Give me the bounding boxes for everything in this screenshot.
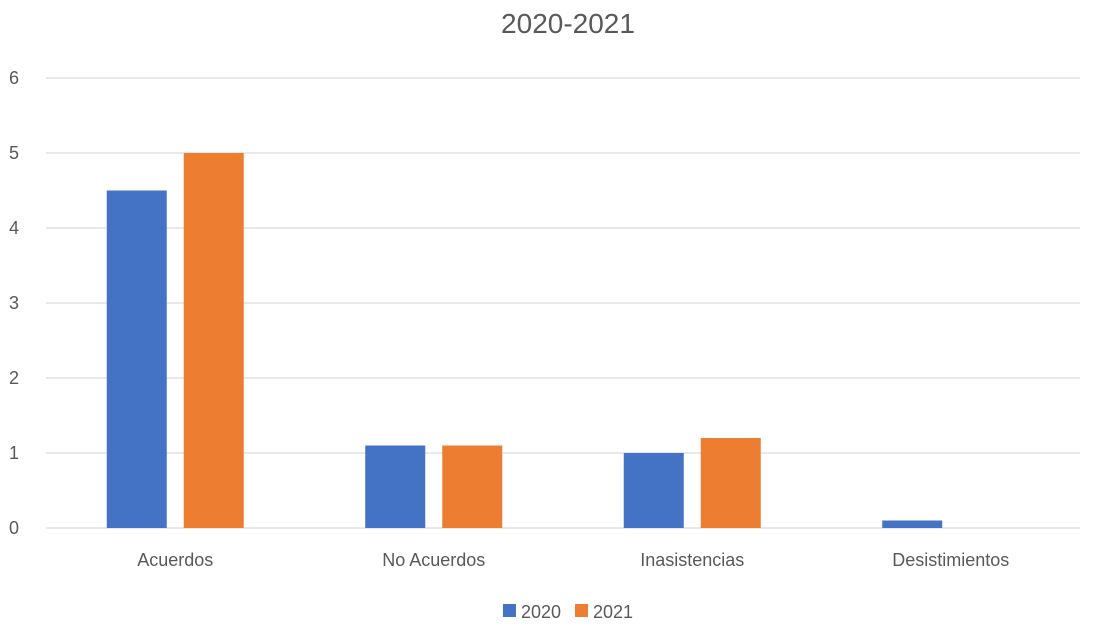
y-tick-label: 5: [9, 143, 19, 163]
y-tick-label: 6: [9, 68, 19, 88]
y-tick-label: 4: [9, 218, 19, 238]
bar-2020-desistimientos: [882, 520, 943, 528]
x-category-label: Desistimientos: [892, 550, 1009, 570]
legend: 2020 2021: [502, 602, 633, 622]
bar-2020-acuerdos: [106, 190, 167, 528]
bar-2020-inasistencias: [623, 453, 684, 528]
bar-2021-acuerdos: [183, 153, 244, 528]
x-axis-categories: Acuerdos No Acuerdos Inasistencias Desistim…: [137, 550, 1009, 570]
y-tick-label: 1: [9, 443, 19, 463]
legend-label: 2021: [593, 602, 633, 622]
legend-swatch-2020: [502, 604, 516, 617]
legend-label: 2020: [521, 602, 561, 622]
bar-2021-no-acuerdos: [442, 445, 503, 528]
bars: [106, 153, 943, 528]
x-category-label: Acuerdos: [137, 550, 213, 570]
y-tick-label: 0: [9, 518, 19, 538]
legend-swatch-2021: [575, 604, 588, 617]
chart-title: 2020-2021: [501, 8, 635, 39]
y-axis-ticks: 0 1 2 3 4 5 6: [9, 68, 19, 538]
y-tick-label: 3: [9, 293, 19, 313]
y-tick-label: 2: [9, 368, 19, 388]
x-category-label: Inasistencias: [640, 550, 744, 570]
bar-2021-inasistencias: [700, 438, 761, 528]
x-category-label: No Acuerdos: [382, 550, 485, 570]
bar-2020-no-acuerdos: [365, 445, 426, 528]
